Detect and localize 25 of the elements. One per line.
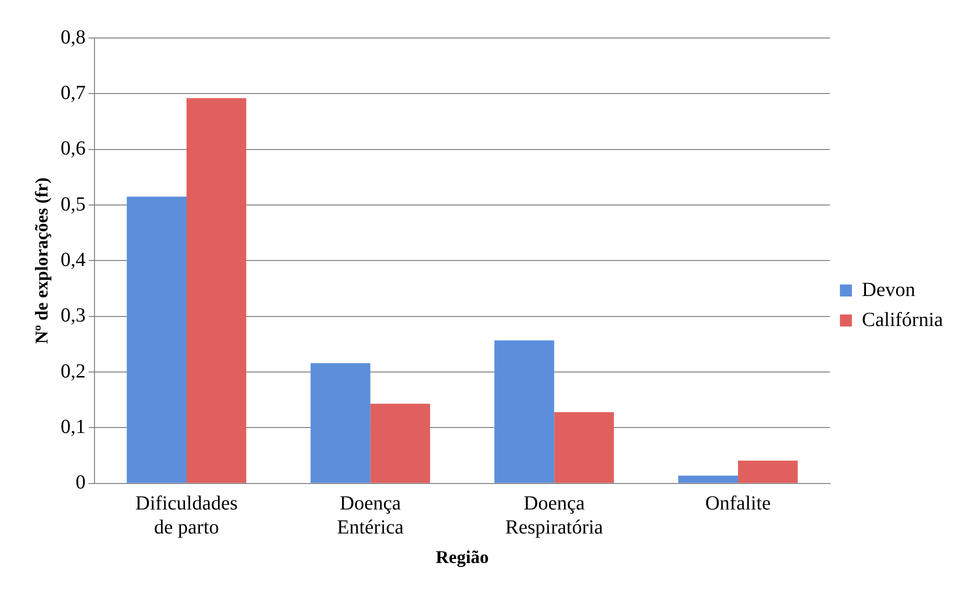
y-tick-label: 0,5	[60, 193, 86, 216]
x-axis-title: Região	[436, 546, 489, 567]
bar	[310, 363, 370, 483]
y-tick-label: 0,4	[60, 248, 86, 271]
bar	[126, 196, 187, 483]
bar	[678, 476, 738, 483]
y-tick-label: 0	[76, 472, 86, 494]
bar	[370, 404, 430, 483]
y-tick-label: 0,8	[60, 26, 86, 48]
y-tick-label: 0,1	[60, 416, 86, 438]
bar	[554, 412, 614, 483]
x-tick-label: Dificuldades de parto	[135, 492, 238, 539]
bar	[186, 98, 246, 483]
bar	[494, 340, 554, 483]
legend-label: Devon	[862, 278, 916, 301]
y-tick-label: 0,6	[60, 138, 86, 160]
x-tick-label: Onfalite	[705, 492, 771, 515]
y-axis-title: Nº de explorações (fr)	[31, 178, 52, 344]
y-tick-label: 0,7	[60, 82, 86, 104]
x-tick-label: Doença Entérica	[337, 492, 404, 539]
legend-label: Califórnia	[862, 308, 944, 331]
bar	[738, 460, 798, 483]
y-tick-label: 0,2	[60, 360, 86, 382]
x-tick-label: Doença Respiratória	[505, 492, 604, 539]
y-tick-label: 0,3	[60, 304, 86, 327]
